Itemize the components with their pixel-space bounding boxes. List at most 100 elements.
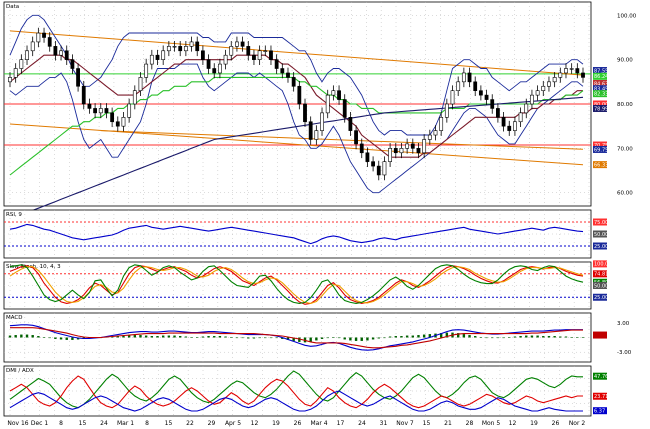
- x-axis-label: 17: [337, 420, 345, 427]
- candle-body: [337, 90, 341, 100]
- histogram-bar: [559, 336, 562, 338]
- panel-2: Slow Stoch, 10, 4, 3100.0074.8156.8950.0…: [3, 260, 612, 310]
- candle-body: [501, 117, 506, 127]
- y-tick-label: 80.00: [617, 102, 633, 108]
- candle-body: [348, 117, 353, 131]
- value-badge: [593, 161, 607, 169]
- candle-body: [189, 41, 194, 47]
- candle-body: [371, 161, 375, 167]
- value-badge-label: 82.33: [594, 91, 608, 97]
- histogram-bar: [264, 337, 267, 339]
- histogram-bar: [150, 336, 154, 338]
- candle-body: [416, 148, 421, 154]
- candle-body: [178, 46, 183, 52]
- value-badge: [593, 72, 607, 80]
- histogram-bar: [462, 334, 466, 338]
- candle-body: [388, 148, 393, 162]
- candle-body: [291, 77, 296, 87]
- x-axis-label: 24: [100, 420, 108, 427]
- candle-body: [274, 59, 279, 69]
- histogram-bar: [133, 335, 137, 338]
- value-badge-label: 6.37: [594, 408, 605, 414]
- x-axis-label: 15: [79, 420, 87, 427]
- series-line: [9, 96, 584, 220]
- candle-body: [490, 99, 495, 109]
- histogram-bar: [281, 337, 284, 339]
- x-axis-label: Mar 4: [310, 420, 327, 427]
- histogram-bar: [394, 336, 397, 338]
- histogram-bar: [542, 336, 545, 338]
- histogram-bar: [508, 337, 511, 338]
- candle-body: [166, 46, 171, 52]
- candle-body: [200, 50, 205, 60]
- series-line: [9, 76, 584, 176]
- candle-body: [342, 99, 347, 118]
- histogram-bar: [547, 336, 551, 338]
- candle-body: [280, 68, 285, 74]
- histogram-bar: [400, 336, 403, 338]
- histogram-bar: [116, 336, 119, 338]
- value-badge-label: 75.00: [594, 220, 608, 226]
- histogram-bar: [377, 337, 380, 339]
- value-badge: [593, 392, 607, 400]
- candle-body: [410, 143, 415, 149]
- candle-body: [76, 68, 80, 87]
- series-line: [9, 370, 583, 409]
- histogram-bar: [144, 335, 148, 338]
- candle-body: [297, 85, 302, 105]
- histogram-bar: [139, 335, 142, 338]
- panel-title: Data: [6, 4, 19, 10]
- candle-body: [575, 68, 580, 74]
- histogram-bar: [156, 336, 159, 338]
- candle-body: [195, 41, 200, 52]
- candle-body: [240, 41, 245, 47]
- histogram-bar: [496, 337, 500, 339]
- value-badge: [593, 100, 607, 108]
- candle-body: [535, 90, 540, 96]
- candle-body: [303, 103, 307, 123]
- candle-body: [547, 81, 551, 87]
- value-badge-label: 80.00: [594, 102, 608, 108]
- histogram-bar: [286, 337, 290, 340]
- value-badge: [593, 270, 607, 278]
- x-axis-label: 15: [423, 420, 431, 427]
- value-badge: [593, 104, 607, 112]
- histogram-bar: [491, 337, 494, 339]
- candle-body: [47, 37, 52, 47]
- histogram-bar: [65, 337, 68, 340]
- candle-body: [564, 68, 568, 74]
- candle-body: [496, 108, 500, 118]
- candle-body: [70, 59, 75, 69]
- value-badge: [593, 242, 607, 250]
- histogram-bar: [14, 335, 17, 338]
- x-axis: Nov 16 Dec 1 8 15 24 Mar 1 8 15 22 29 Apr 5 12 19 26 M…: [7, 420, 585, 427]
- candle-body: [359, 143, 364, 154]
- histogram-bar: [258, 337, 261, 339]
- value-badge: [593, 372, 607, 380]
- x-axis-label: 15: [165, 420, 173, 427]
- histogram-bar: [178, 336, 182, 338]
- candle-body: [144, 63, 149, 78]
- histogram-bar: [411, 335, 415, 338]
- candle-body: [433, 130, 438, 136]
- value-badge: [593, 282, 607, 289]
- candle-body: [513, 121, 517, 131]
- histogram-bar: [388, 336, 392, 338]
- candle-body: [235, 41, 239, 47]
- histogram-bar: [581, 337, 585, 338]
- candle-body: [93, 108, 97, 114]
- candle-body: [81, 85, 86, 105]
- x-axis-label: 8: [59, 420, 63, 427]
- histogram-bar: [196, 337, 199, 338]
- y-tick-label: -3.00: [617, 350, 632, 356]
- panel-title: DMI / ADX: [6, 368, 34, 374]
- histogram-bar: [502, 337, 505, 339]
- candle-body: [64, 50, 69, 60]
- histogram-bar: [349, 337, 352, 341]
- value-badge-label: 50.00: [594, 283, 608, 289]
- trendline: [100, 130, 584, 150]
- value-badge-label: 23.71: [594, 394, 608, 400]
- candle-body: [25, 50, 29, 60]
- histogram-bar: [417, 335, 420, 338]
